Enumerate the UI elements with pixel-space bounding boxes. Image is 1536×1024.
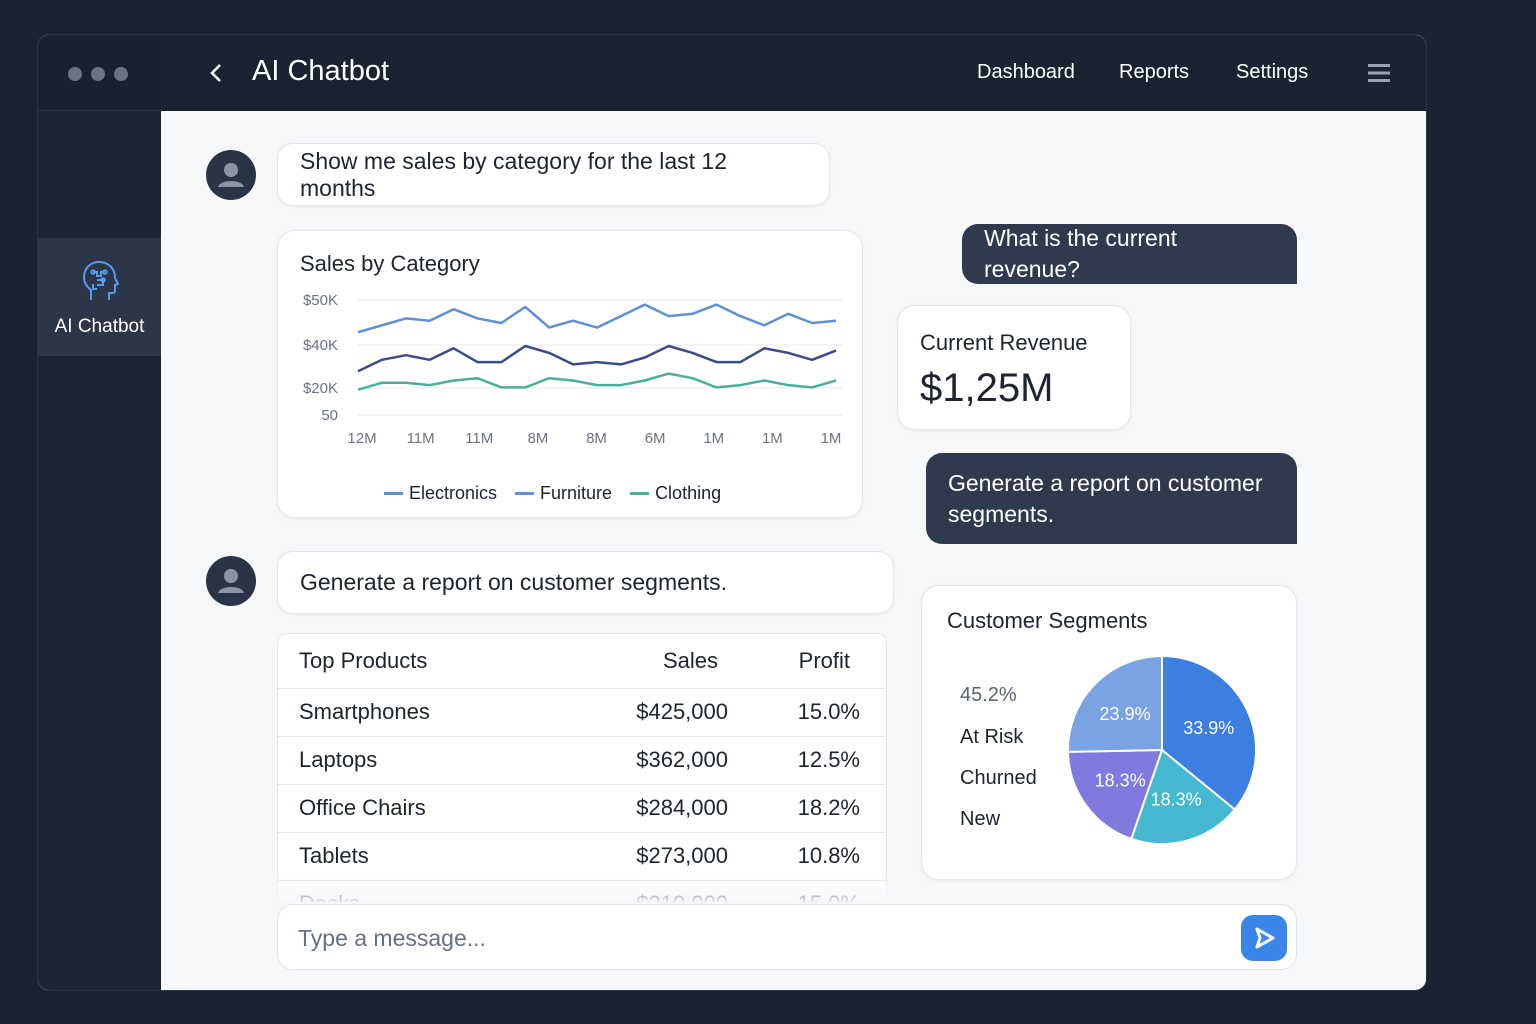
app-window: AI Chatbot AI Chatbot Dashboard Reports … bbox=[37, 34, 1427, 991]
pie-slice bbox=[1066, 748, 1164, 841]
segments-pie-chart: 33.9% 18.3%18.3% 23.9% bbox=[1066, 654, 1257, 845]
nav-dashboard[interactable]: Dashboard bbox=[977, 61, 1075, 83]
pie-slice-label: 33.9% bbox=[1183, 718, 1234, 738]
table-row[interactable]: Laptops $362,000 12.5% bbox=[278, 736, 886, 785]
user-avatar bbox=[206, 556, 256, 606]
revenue-value: $1,25M bbox=[920, 366, 1054, 410]
y-tick-label: $20K bbox=[303, 380, 338, 397]
brain-head-icon bbox=[82, 260, 119, 300]
header: AI Chatbot Dashboard Reports Settings bbox=[161, 35, 1426, 111]
chat-area: Show me sales by category for the last 1… bbox=[161, 111, 1426, 990]
series-line-clothing bbox=[357, 372, 837, 391]
revenue-label: Current Revenue bbox=[920, 330, 1088, 355]
column-header: Sales bbox=[578, 634, 728, 689]
hamburger-menu-icon[interactable] bbox=[1368, 63, 1390, 83]
column-header: Top Products bbox=[278, 634, 578, 689]
legend-item: Electronics bbox=[384, 483, 497, 504]
window-controls bbox=[38, 35, 161, 111]
chart-title: Sales by Category bbox=[300, 251, 480, 276]
x-tick-label: 11M bbox=[407, 430, 435, 447]
segment-label: At Risk bbox=[960, 726, 1024, 748]
column-header: Profit bbox=[728, 634, 886, 689]
x-tick-label: 1M bbox=[703, 430, 724, 447]
legend-item: Clothing bbox=[630, 483, 721, 504]
series-line-furniture bbox=[357, 344, 837, 373]
chart-title: Customer Segments bbox=[947, 608, 1148, 633]
x-tick-label: 1M bbox=[821, 430, 842, 447]
table-row[interactable]: Office Chairs $284,000 18.2% bbox=[278, 784, 886, 833]
window-dot-icon[interactable] bbox=[68, 67, 82, 81]
pie-slice bbox=[1130, 748, 1237, 845]
scroll-fade bbox=[277, 871, 887, 905]
user-icon bbox=[218, 163, 244, 187]
segment-label: Churned bbox=[960, 767, 1037, 789]
table-cell: Office Chairs bbox=[278, 784, 578, 833]
table-cell: 12.5% bbox=[728, 736, 886, 785]
window-dot-icon[interactable] bbox=[91, 67, 105, 81]
sales-chart-card: Sales by Category $50K $40K $20K 50 12M 11M 11… bbox=[277, 230, 863, 518]
products-table-card: Top Products Sales Profit Smartphones $42… bbox=[277, 633, 887, 903]
series-line-electronics bbox=[357, 303, 837, 334]
segment-label: New bbox=[960, 808, 1001, 830]
table-cell: 15.0% bbox=[728, 688, 886, 737]
x-tick-label: 1M bbox=[762, 430, 783, 447]
legend-label: Electronics bbox=[409, 483, 498, 503]
segment-label: 45.2% bbox=[960, 684, 1017, 706]
table-cell: 18.2% bbox=[728, 784, 886, 833]
nav-settings[interactable]: Settings bbox=[1236, 61, 1309, 83]
table-cell: Laptops bbox=[278, 736, 578, 785]
message-input[interactable] bbox=[298, 919, 1218, 957]
y-tick-label: $40K bbox=[303, 337, 338, 354]
sidebar-item-label: AI Chatbot bbox=[54, 316, 145, 337]
chart-legend: Electronics Furniture Clothing bbox=[384, 483, 721, 504]
table-cell: $425,000 bbox=[578, 688, 728, 737]
sidebar-item-ai-chatbot[interactable]: AI Chatbot bbox=[38, 238, 161, 356]
y-tick-label: $50K bbox=[303, 292, 338, 309]
legend-label: Clothing bbox=[655, 483, 722, 503]
table-cell: $284,000 bbox=[578, 784, 728, 833]
table-cell: $362,000 bbox=[578, 736, 728, 785]
sidebar: AI Chatbot bbox=[38, 35, 161, 990]
pie-slice bbox=[1067, 654, 1163, 753]
back-arrow-icon[interactable] bbox=[205, 61, 229, 85]
user-avatar bbox=[206, 150, 256, 200]
products-table: Top Products Sales Profit Smartphones $42… bbox=[278, 634, 886, 902]
table-header-row: Top Products Sales Profit bbox=[278, 634, 886, 689]
bot-message: Generate a report on customer segments. bbox=[926, 453, 1297, 544]
send-button[interactable] bbox=[1241, 915, 1287, 961]
send-arrow-icon bbox=[1255, 927, 1275, 949]
user-message: Show me sales by category for the last 1… bbox=[277, 143, 830, 206]
bot-message: What is the current revenue? bbox=[962, 224, 1297, 284]
revenue-card: Current Revenue $1,25M bbox=[897, 305, 1131, 430]
table-row[interactable]: Smartphones $425,000 15.0% bbox=[278, 688, 886, 737]
table-cell: Smartphones bbox=[278, 688, 578, 737]
segments-card: Customer Segments 45.2% At Risk Churned … bbox=[921, 585, 1297, 880]
pie-slice-label: 18.3% bbox=[1151, 790, 1202, 810]
page-title: AI Chatbot bbox=[252, 55, 390, 87]
sales-line-chart: $50K $40K $20K 50 12M 11M 11M 8M 8M 6M 1M 1M 1M bbox=[303, 292, 842, 447]
x-tick-label: 12M bbox=[347, 430, 376, 447]
x-tick-label: 8M bbox=[527, 430, 548, 447]
message-input-bar bbox=[277, 904, 1297, 970]
x-tick-label: 11M bbox=[465, 430, 493, 447]
user-message: Generate a report on customer segments. bbox=[277, 551, 894, 614]
user-icon bbox=[218, 569, 244, 593]
legend-label: Furniture bbox=[540, 483, 613, 503]
pie-slice bbox=[1161, 654, 1257, 811]
pie-slice-label: 23.9% bbox=[1100, 704, 1151, 724]
pie-slice-label: 18.3% bbox=[1095, 770, 1146, 790]
x-tick-label: 6M bbox=[645, 430, 666, 447]
x-tick-label: 8M bbox=[586, 430, 607, 447]
legend-item: Furniture bbox=[515, 483, 612, 504]
nav-reports[interactable]: Reports bbox=[1119, 61, 1190, 83]
y-tick-label: 50 bbox=[321, 407, 338, 424]
window-dot-icon[interactable] bbox=[114, 67, 128, 81]
